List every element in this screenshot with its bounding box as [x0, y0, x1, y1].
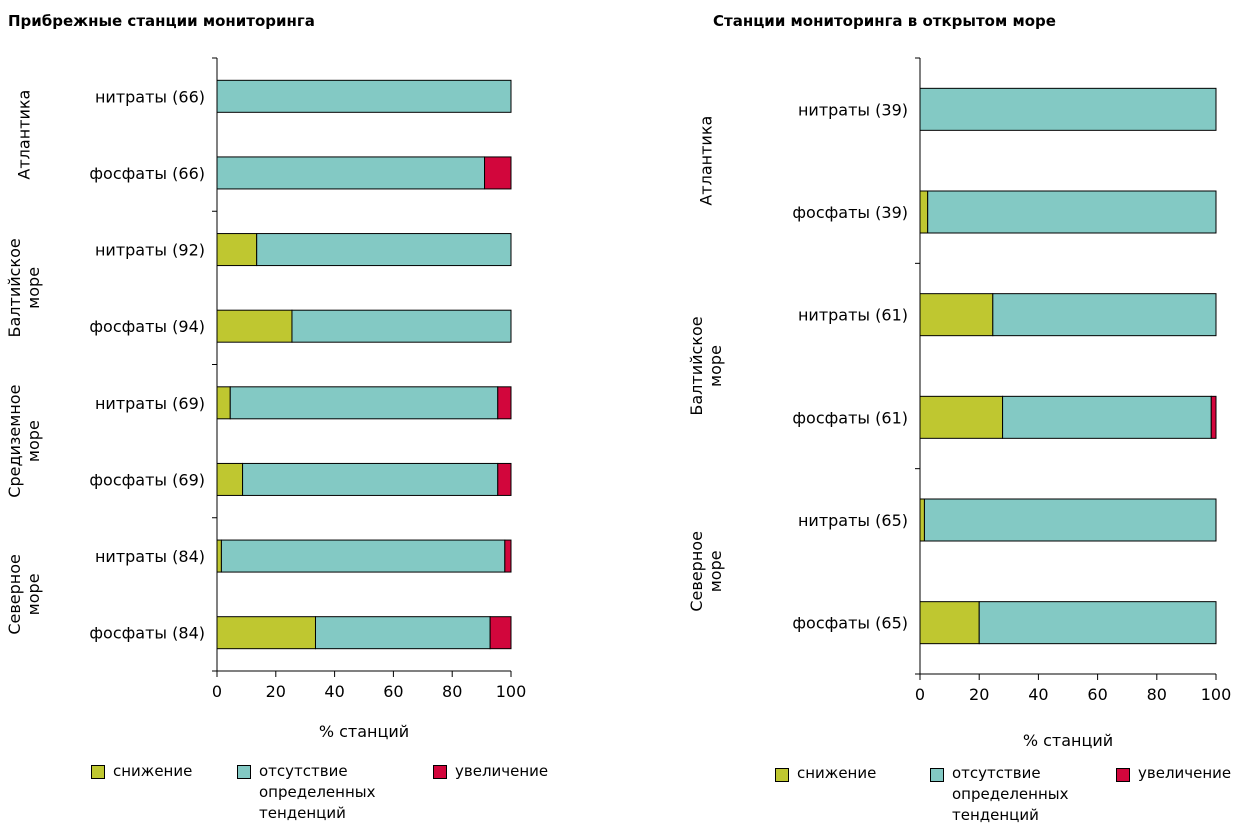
bar-segment-none [291, 309, 512, 343]
bar-segment-decrease [919, 601, 980, 645]
category-label: фосфаты (39) [792, 203, 908, 222]
group-label: море [24, 420, 43, 462]
bar-segment-none [1002, 395, 1212, 439]
bar-segment-none [229, 386, 499, 420]
x-tick-label: 100 [1201, 685, 1232, 704]
category-label: нитраты (69) [95, 394, 205, 413]
group-label: Северное [5, 554, 24, 635]
category-label: фосфаты (65) [792, 614, 908, 633]
bar-segment-increase [504, 539, 512, 573]
bar-segment-none [216, 79, 512, 113]
bar-segment-none [919, 87, 1217, 131]
x-tick-label: 0 [915, 685, 925, 704]
bar-segment-increase [1210, 395, 1217, 439]
legend-swatch-increase [1116, 768, 1130, 782]
bar-segment-none [992, 293, 1217, 337]
bar-segment-decrease [919, 395, 1004, 439]
group-label: море [24, 267, 43, 309]
group-label: Балтийское [687, 316, 706, 415]
x-tick-label: 80 [442, 682, 462, 701]
bar-segment-none [314, 616, 491, 650]
x-axis-label: % станций [319, 722, 409, 741]
bar-segment-decrease [216, 386, 231, 420]
category-label: фосфаты (84) [89, 624, 205, 643]
group-label: Северное [687, 531, 706, 612]
bar-segment-decrease [919, 293, 994, 337]
category-label: нитраты (92) [95, 241, 205, 260]
group-label: море [24, 573, 43, 615]
bar-segment-none [927, 190, 1217, 234]
legend-swatch-none [930, 768, 944, 782]
legend-swatch-increase [433, 765, 447, 779]
legend-swatch-decrease [91, 765, 105, 779]
bar-segment-decrease [216, 616, 316, 650]
bar-segment-decrease [216, 309, 293, 343]
legend-swatch-none [237, 765, 251, 779]
group-label: Атлантика [697, 116, 716, 206]
category-label: нитраты (65) [798, 511, 908, 530]
x-axis-label: % станций [1023, 731, 1113, 750]
group-label: море [706, 550, 725, 592]
category-label: фосфаты (94) [89, 317, 205, 336]
category-label: фосфаты (66) [89, 164, 205, 183]
bar-segment-decrease [216, 233, 258, 267]
category-label: нитраты (66) [95, 87, 205, 106]
x-tick-label: 40 [324, 682, 344, 701]
bar-segment-none [978, 601, 1217, 645]
bar-segment-increase [484, 156, 512, 190]
bar-segment-decrease [919, 498, 925, 542]
group-label: море [706, 345, 725, 387]
bar-segment-none [216, 156, 486, 190]
x-tick-label: 20 [969, 685, 989, 704]
group-label: Средиземное [5, 385, 24, 498]
category-label: нитраты (61) [798, 306, 908, 325]
category-label: нитраты (84) [95, 547, 205, 566]
x-tick-label: 20 [266, 682, 286, 701]
group-label: Атлантика [15, 90, 34, 180]
legend-label-none: отсутствие определенных тенденций [952, 764, 1069, 824]
bar-segment-none [242, 462, 499, 496]
bar-segment-increase [497, 386, 512, 420]
bar-segment-decrease [216, 462, 244, 496]
legend-label-decrease: снижение [113, 762, 193, 780]
bar-segment-decrease [216, 539, 222, 573]
category-label: фосфаты (61) [792, 408, 908, 427]
legend-label-increase: увеличение [1138, 764, 1232, 782]
bar-segment-decrease [919, 190, 929, 234]
bar-segment-none [220, 539, 506, 573]
bar-segment-none [256, 233, 512, 267]
chart-title-coastal: Прибрежные станции мониторинга [8, 12, 315, 30]
x-tick-label: 100 [496, 682, 527, 701]
group-label: Балтийское [5, 238, 24, 337]
x-tick-label: 80 [1147, 685, 1167, 704]
x-tick-label: 40 [1028, 685, 1048, 704]
bar-segment-increase [497, 462, 512, 496]
bar-segment-none [923, 498, 1217, 542]
x-tick-label: 60 [1087, 685, 1107, 704]
category-label: фосфаты (69) [89, 470, 205, 489]
chart-title-offshore: Станции мониторинга в открытом море [713, 12, 1056, 30]
legend-swatch-decrease [775, 768, 789, 782]
bar-segment-increase [489, 616, 512, 650]
x-tick-label: 0 [212, 682, 222, 701]
legend-label-none: отсутствие определенных тенденций [259, 762, 376, 822]
x-tick-label: 60 [383, 682, 403, 701]
legend-label-decrease: снижение [797, 764, 877, 782]
category-label: нитраты (39) [798, 100, 908, 119]
legend-label-increase: увеличение [455, 762, 549, 780]
